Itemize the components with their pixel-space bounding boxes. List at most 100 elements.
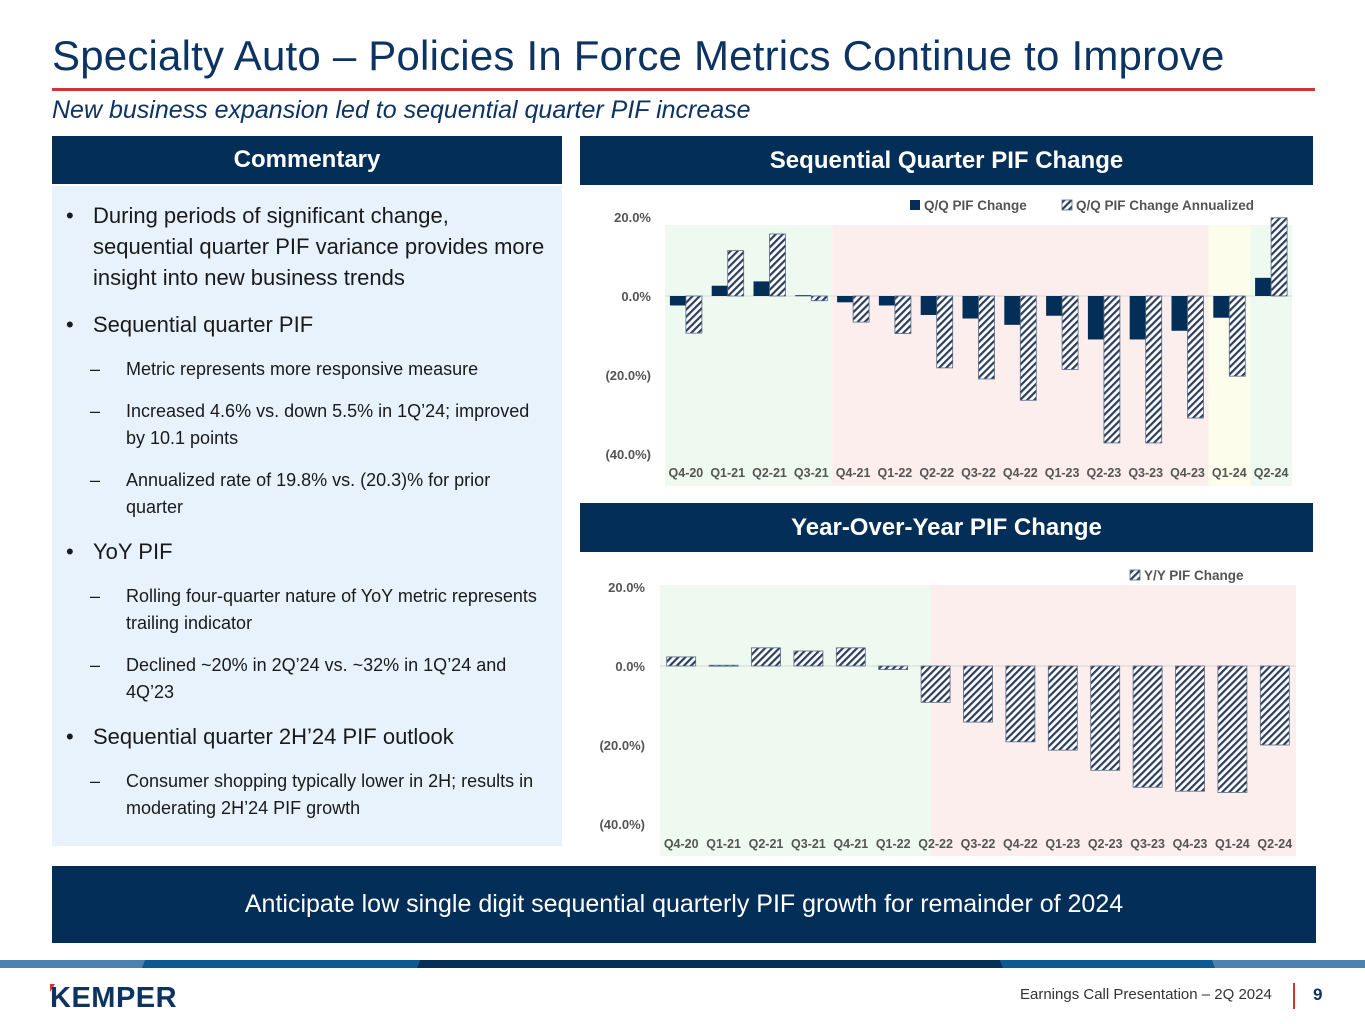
x-tick-label: Q3-21 — [791, 837, 826, 851]
bar-q-q-pif-change-annualized-q1-22 — [894, 295, 912, 334]
x-tick-label: Q4-23 — [1173, 837, 1208, 851]
bar-q-q-pif-change-q1-22 — [878, 296, 895, 306]
x-tick-label: Q4-21 — [836, 466, 871, 480]
y-tick-label: (40.0%) — [599, 817, 645, 832]
bar-q-q-pif-change-annualized-q3-21 — [810, 295, 828, 302]
x-tick-label: Q2-24 — [1257, 837, 1292, 851]
bar-y-y-pif-change-q3-21 — [793, 650, 824, 667]
bar-q-q-pif-change-q3-23 — [1129, 296, 1146, 340]
commentary-text: During periods of significant change, se… — [93, 203, 545, 290]
bar-q-q-pif-change-q2-21 — [753, 281, 770, 296]
bar-y-y-pif-change-q2-23 — [1090, 665, 1121, 771]
x-tick-label: Q3-23 — [1128, 466, 1163, 480]
qq-chart-svg: 20.0% 0.0% (20.0%) (40.0%) Q4-20 Q1-21 Q2-21 Q3… — [605, 198, 1292, 486]
y-tick-label: 0.0% — [615, 659, 645, 674]
commentary-panel: • During periods of significant change, s… — [52, 186, 562, 846]
x-tick-label: Q2-24 — [1254, 466, 1289, 480]
bar-q-q-pif-change-q4-20 — [669, 296, 686, 306]
yy-chart-header: Year-Over-Year PIF Change — [580, 503, 1313, 552]
yy-chart: 20.0% 0.0% (20.0%) (40.0%) Q4-20 Q1-21 Q2-21 Q3… — [580, 556, 1315, 856]
x-tick-label: Q3-22 — [961, 837, 996, 851]
commentary-bullet: • YoY PIF — [52, 536, 562, 567]
bar-y-y-pif-change-q4-20 — [666, 656, 697, 667]
x-tick-label: Q2-23 — [1088, 837, 1123, 851]
x-tick-label: Q2-21 — [749, 837, 784, 851]
x-tick-label: Q1-24 — [1215, 837, 1250, 851]
bar-y-y-pif-change-q4-23 — [1175, 665, 1205, 792]
bar-q-q-pif-change-q1-24 — [1213, 296, 1230, 318]
bar-q-q-pif-change-annualized-q4-22 — [1019, 295, 1037, 401]
bullet-marker: • — [66, 539, 74, 564]
commentary-text: Increased 4.6% vs. down 5.5% in 1Q’24; i… — [126, 401, 530, 448]
bar-y-y-pif-change-q4-22 — [1005, 665, 1036, 743]
footer-separator — [1293, 983, 1295, 1009]
y-tick-label: (20.0%) — [605, 368, 651, 383]
x-tick-label: Q4-23 — [1170, 466, 1205, 480]
bar-q-q-pif-change-q2-24 — [1255, 277, 1272, 296]
bar-y-y-pif-change-q3-23 — [1132, 665, 1163, 788]
x-tick-label: Q4-22 — [1003, 837, 1038, 851]
bullet-marker: • — [66, 312, 74, 337]
y-tick-label: 0.0% — [621, 289, 651, 304]
bar-y-y-pif-change-q3-22 — [963, 665, 993, 723]
slide-subtitle: New business expansion led to sequential… — [52, 96, 751, 124]
title-underline — [52, 88, 1315, 91]
y-tick-label: (20.0%) — [599, 738, 645, 753]
bar-y-y-pif-change-q1-21 — [708, 664, 739, 667]
bullet-marker: • — [66, 724, 74, 749]
commentary-bullet: • Sequential quarter PIF — [52, 309, 562, 340]
y-tick-label: (40.0%) — [605, 447, 651, 462]
commentary-subbullet: – Rolling four-quarter nature of YoY metr… — [52, 583, 562, 637]
bar-q-q-pif-change-annualized-q2-22 — [936, 295, 954, 369]
legend-label: Q/Q PIF Change Annualized — [1076, 198, 1254, 213]
footer-band — [0, 960, 1365, 968]
x-tick-label: Q2-23 — [1087, 466, 1122, 480]
x-tick-label: Q4-20 — [664, 837, 699, 851]
dash-marker: – — [90, 771, 101, 791]
dash-marker: – — [90, 586, 101, 606]
commentary-text: YoY PIF — [93, 539, 173, 564]
bar-y-y-pif-change-q4-21 — [835, 647, 866, 667]
legend-swatch-hatched — [1061, 199, 1073, 211]
bar-q-q-pif-change-q4-23 — [1171, 296, 1188, 331]
commentary-subbullet: – Increased 4.6% vs. down 5.5% in 1Q’24; … — [52, 398, 562, 452]
bar-y-y-pif-change-q1-22 — [878, 665, 909, 670]
x-tick-label: Q3-21 — [794, 466, 829, 480]
x-tick-label: Q3-22 — [961, 466, 996, 480]
slide-title: Specialty Auto – Policies In Force Metri… — [52, 32, 1225, 79]
x-tick-label: Q2-22 — [918, 837, 953, 851]
page-number: 9 — [1313, 985, 1323, 1004]
commentary-bullet: • During periods of significant change, s… — [52, 200, 562, 293]
bar-q-q-pif-change-q1-23 — [1046, 296, 1063, 316]
bar-y-y-pif-change-q2-21 — [751, 647, 781, 667]
kemper-logo: KEMPER — [50, 982, 200, 1015]
x-tick-label: Q4-20 — [669, 466, 704, 480]
legend-label: Y/Y PIF Change — [1144, 568, 1244, 583]
y-tick-label: 20.0% — [614, 210, 651, 225]
outlook-callout: Anticipate low single digit sequential q… — [52, 866, 1316, 943]
dash-marker: – — [90, 401, 101, 421]
bar-q-q-pif-change-q3-21 — [795, 295, 812, 297]
commentary-subbullet: – Annualized rate of 19.8% vs. (20.3)% fo… — [52, 467, 562, 521]
bar-y-y-pif-change-q2-22 — [920, 665, 951, 703]
dash-marker: – — [90, 655, 101, 675]
commentary-text: Sequential quarter PIF — [93, 312, 314, 337]
bar-q-q-pif-change-annualized-q1-21 — [727, 250, 745, 297]
bar-q-q-pif-change-q1-21 — [711, 285, 728, 296]
bar-q-q-pif-change-annualized-q4-20 — [685, 295, 703, 334]
dash-marker: – — [90, 470, 101, 490]
commentary-text: Annualized rate of 19.8% vs. (20.3)% for… — [126, 470, 491, 517]
commentary-subbullet: – Metric represents more responsive measu… — [52, 356, 562, 383]
commentary-subbullet: – Consumer shopping typically lower in 2H… — [52, 768, 562, 822]
dash-marker: – — [90, 359, 101, 379]
x-tick-label: Q1-21 — [710, 466, 745, 480]
background-region-green — [660, 585, 931, 856]
commentary-text: Metric represents more responsive measur… — [126, 359, 479, 379]
legend-label: Q/Q PIF Change — [924, 198, 1027, 213]
bar-q-q-pif-change-annualized-q1-23 — [1061, 295, 1079, 370]
bar-y-y-pif-change-q2-24 — [1259, 665, 1290, 746]
bar-q-q-pif-change-q2-22 — [920, 296, 937, 315]
bar-y-y-pif-change-q1-23 — [1047, 665, 1078, 751]
y-tick-label: 20.0% — [608, 580, 645, 595]
x-tick-label: Q1-22 — [876, 837, 911, 851]
